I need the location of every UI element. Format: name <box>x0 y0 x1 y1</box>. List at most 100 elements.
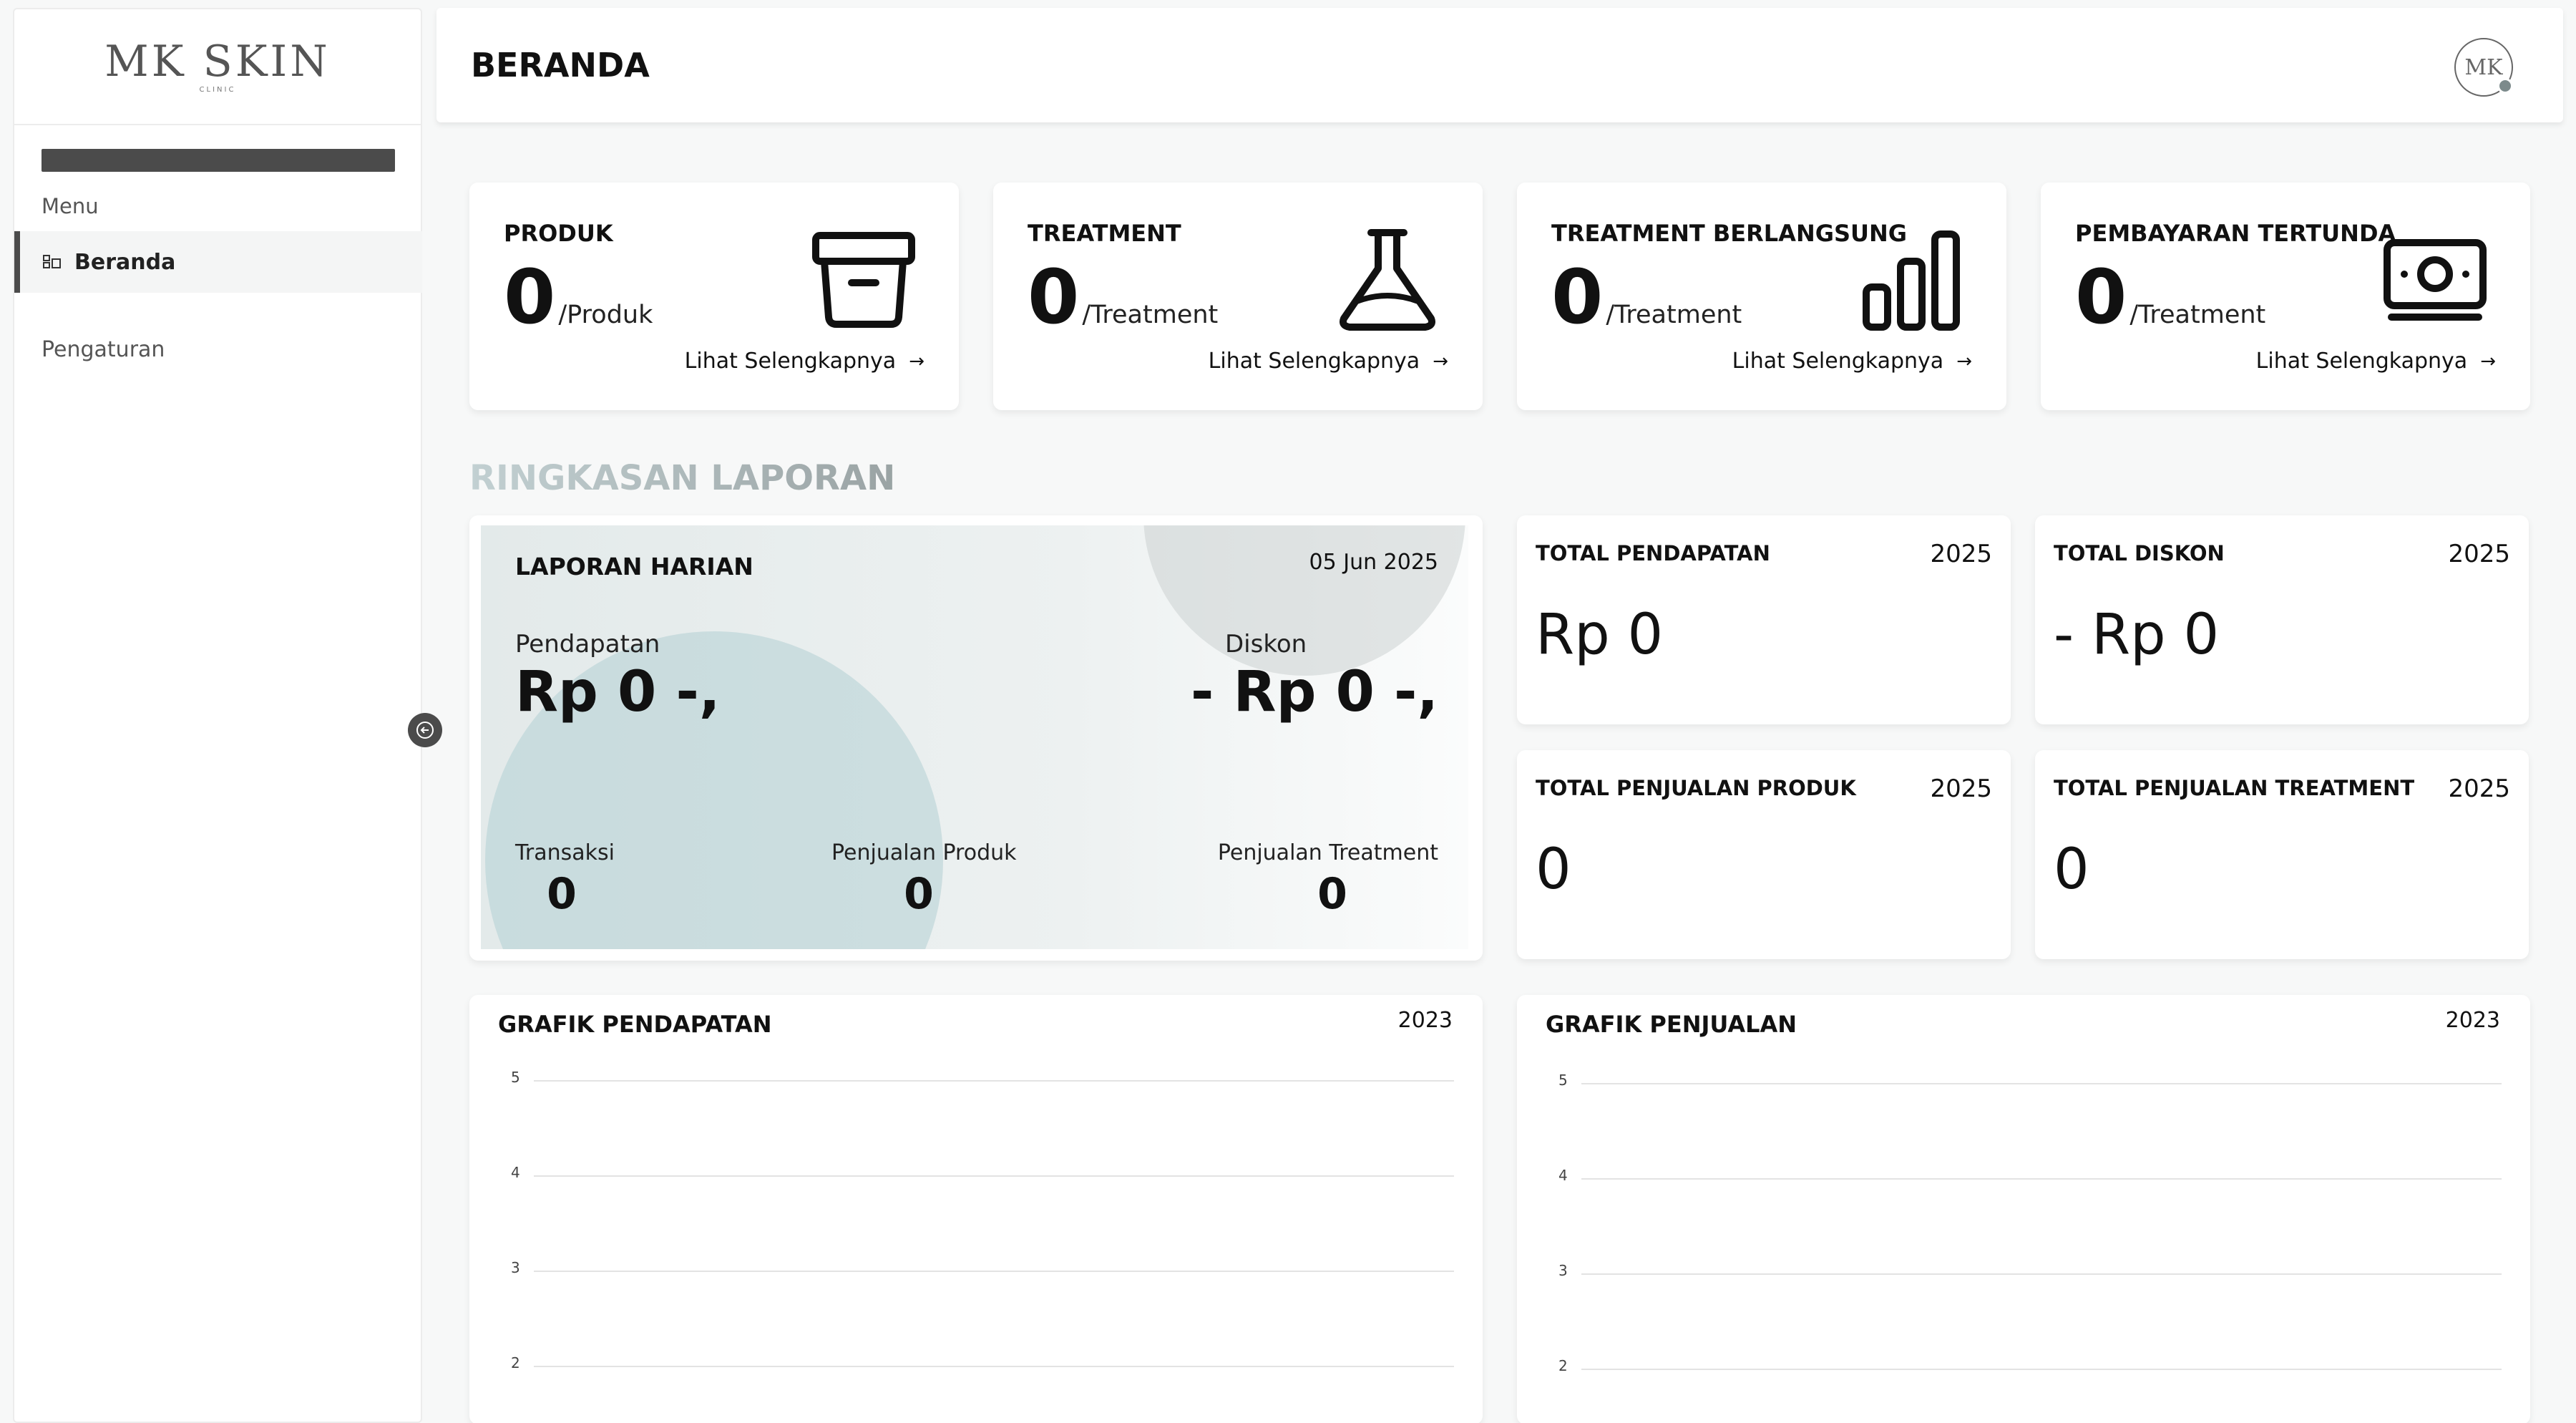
y-tick-label: 2 <box>511 1354 520 1371</box>
daily-report-date: 05 Jun 2025 <box>1309 550 1438 575</box>
product-sales-value: 0 <box>904 869 934 919</box>
avatar[interactable]: MK <box>2454 38 2513 97</box>
avatar-initials: MK <box>2464 54 2503 80</box>
see-more-label: Lihat Selengkapnya <box>684 349 897 374</box>
total-year: 2025 <box>1930 540 1992 568</box>
daily-report-title: LAPORAN HARIAN <box>515 553 753 581</box>
see-more-label: Lihat Selengkapnya <box>1732 349 1944 374</box>
y-tick-label: 5 <box>511 1069 520 1086</box>
transactions-value: 0 <box>547 869 577 919</box>
y-tick-label: 4 <box>1558 1167 1568 1184</box>
box-icon <box>812 232 915 328</box>
sidebar-item-beranda[interactable]: Beranda <box>14 231 422 293</box>
total-title: TOTAL PENJUALAN TREATMENT <box>2054 776 2415 800</box>
stat-value: 0 <box>504 253 556 341</box>
see-more-link[interactable]: Lihat Selengkapnya → <box>2256 349 2496 374</box>
income-value: Rp 0 -, <box>515 660 721 724</box>
total-title: TOTAL PENDAPATAN <box>1536 541 1770 565</box>
menu-section-label: Menu <box>42 194 99 218</box>
chart-year: 2023 <box>1397 1008 1453 1033</box>
discount-label: Diskon <box>1225 630 1307 659</box>
arrow-right-icon: → <box>1433 350 1448 372</box>
stat-value: 0 <box>2075 253 2127 341</box>
stat-card-produk: PRODUK 0 /Produk Lihat Selengkapnya → <box>469 183 959 410</box>
total-value: Rp 0 <box>1536 603 1664 667</box>
total-diskon-card: TOTAL DISKON 2025 - Rp 0 <box>2035 515 2529 724</box>
stat-card-treatment: TREATMENT 0 /Treatment Lihat Selengkapny… <box>993 183 1483 410</box>
total-year: 2025 <box>1930 774 1992 803</box>
sidebar-item-label: Beranda <box>74 249 176 275</box>
stat-value: 0 <box>1028 253 1080 341</box>
dashboard-icon <box>43 254 62 270</box>
y-tick-label: 4 <box>511 1164 520 1181</box>
stat-title: TREATMENT BERLANGSUNG <box>1551 220 1908 247</box>
see-more-link[interactable]: Lihat Selengkapnya → <box>1732 349 1972 374</box>
income-chart: 5 4 3 2 <box>511 1069 1454 1371</box>
stat-number: 0 /Treatment <box>1028 260 1218 334</box>
see-more-label: Lihat Selengkapnya <box>2255 349 2468 374</box>
product-sales-label: Penjualan Produk <box>831 840 1017 865</box>
y-tick-label: 5 <box>1558 1072 1568 1089</box>
arrow-left-icon <box>416 722 434 739</box>
see-more-link[interactable]: Lihat Selengkapnya → <box>685 349 924 374</box>
total-value: 0 <box>1536 837 1571 902</box>
y-tick-label: 3 <box>511 1259 520 1276</box>
sales-chart: 5 4 3 2 <box>1558 1072 2502 1374</box>
stat-title: PRODUK <box>504 220 613 247</box>
logo-text: MK SKIN <box>104 36 331 87</box>
daily-report-card: LAPORAN HARIAN 05 Jun 2025 Pendapatan Rp… <box>469 515 1483 961</box>
total-penjualan-produk-card: TOTAL PENJUALAN PRODUK 2025 0 <box>1517 750 2011 959</box>
top-header: BERANDA MK <box>436 8 2563 122</box>
sidebar: MK SKIN CLINIC Menu Beranda Pengaturan <box>13 8 422 1423</box>
status-dot <box>2497 78 2513 94</box>
arrow-right-icon: → <box>909 350 924 372</box>
stat-unit: /Produk <box>558 301 653 329</box>
stat-number: 0 /Treatment <box>2075 260 2265 334</box>
stat-card-pembayaran-tertunda: PEMBAYARAN TERTUNDA 0 /Treatment Lihat S… <box>2041 183 2530 410</box>
stat-unit: /Treatment <box>2129 301 2266 329</box>
logo[interactable]: MK SKIN CLINIC <box>14 9 421 125</box>
arrow-right-icon: → <box>2480 350 2496 372</box>
arrow-right-icon: → <box>1956 350 1972 372</box>
bar-chart-icon <box>1863 230 1960 331</box>
stat-unit: /Treatment <box>1606 301 1742 329</box>
total-title: TOTAL PENJUALAN PRODUK <box>1536 776 1856 800</box>
total-value: - Rp 0 <box>2054 603 2220 667</box>
user-name-bar <box>42 149 395 172</box>
daily-report-background <box>481 525 1468 949</box>
stat-title: TREATMENT <box>1028 220 1181 247</box>
y-tick-label: 2 <box>1558 1357 1568 1374</box>
total-penjualan-treatment-card: TOTAL PENJUALAN TREATMENT 2025 0 <box>2035 750 2529 959</box>
stat-number: 0 /Treatment <box>1551 260 1742 334</box>
transactions-label: Transaksi <box>515 840 615 865</box>
flask-icon <box>1340 229 1435 331</box>
stat-unit: /Treatment <box>1082 301 1219 329</box>
treatment-sales-label: Penjualan Treatment <box>1217 840 1438 865</box>
income-chart-card: 5 4 3 2 GRAFIK PENDAPATAN 2023 <box>469 995 1483 1423</box>
section-title: RINGKASAN LAPORAN <box>469 458 896 498</box>
money-icon <box>2384 239 2487 321</box>
logo-subtitle: CLINIC <box>199 85 236 94</box>
sidebar-item-pengaturan[interactable]: Pengaturan <box>42 337 165 362</box>
chart-title: GRAFIK PENDAPATAN <box>498 1011 772 1038</box>
chart-year: 2023 <box>2445 1008 2500 1033</box>
stat-card-treatment-berlangsung: TREATMENT BERLANGSUNG 0 /Treatment Lihat… <box>1517 183 2006 410</box>
stat-value: 0 <box>1551 253 1604 341</box>
total-year: 2025 <box>2448 540 2510 568</box>
collapse-sidebar-button[interactable] <box>408 713 442 747</box>
total-pendapatan-card: TOTAL PENDAPATAN 2025 Rp 0 <box>1517 515 2011 724</box>
stat-number: 0 /Produk <box>504 260 653 334</box>
income-label: Pendapatan <box>515 630 660 659</box>
see-more-label: Lihat Selengkapnya <box>1208 349 1420 374</box>
chart-title: GRAFIK PENJUALAN <box>1546 1011 1797 1038</box>
see-more-link[interactable]: Lihat Selengkapnya → <box>1209 349 1448 374</box>
discount-value: - Rp 0 -, <box>1190 660 1438 724</box>
stat-title: PEMBAYARAN TERTUNDA <box>2075 220 2396 247</box>
y-tick-label: 3 <box>1558 1262 1568 1279</box>
treatment-sales-value: 0 <box>1317 869 1347 919</box>
page-title: BERANDA <box>471 46 650 84</box>
sales-chart-card: 5 4 3 2 GRAFIK PENJUALAN 2023 <box>1517 995 2530 1423</box>
total-value: 0 <box>2054 837 2089 902</box>
total-title: TOTAL DISKON <box>2054 541 2225 565</box>
total-year: 2025 <box>2448 774 2510 803</box>
